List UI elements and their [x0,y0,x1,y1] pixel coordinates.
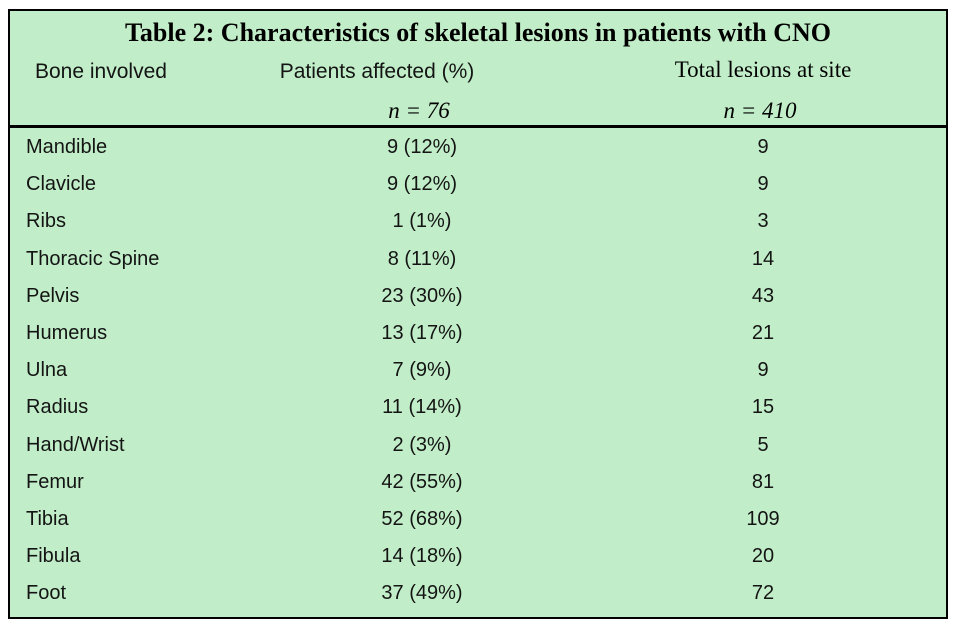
table-row: Hand/Wrist 2 (3%) 5 [10,427,946,464]
column-header-patients: Patients affected (%) [279,60,475,83]
table-row: Fibula 14 (18%) 20 [10,538,946,575]
cell-lesions: 15 [751,396,775,419]
cell-bone: Radius [26,396,89,419]
cell-lesions: 14 [751,247,775,270]
table-body: Mandible 9 (12%) 9 Clavicle 9 (12%) 9 Ri… [10,128,946,612]
cell-bone: Tibia [26,507,69,530]
cell-patients: 42 (55%) [381,470,463,493]
cell-bone: Fibula [26,545,81,568]
cell-patients: 9 (12%) [386,136,458,159]
table-row: Ribs 1 (1%) 3 [10,203,946,240]
table-row: Radius 11 (14%) 15 [10,389,946,426]
cell-lesions: 9 [757,136,769,159]
table-row: Tibia 52 (68%) 109 [10,501,946,538]
cell-patients: 23 (30%) [381,284,463,307]
cell-bone: Thoracic Spine [26,247,160,270]
column-header-lesions: Total lesions at site [674,57,852,82]
cell-lesions: 5 [757,433,769,456]
table-row: Mandible 9 (12%) 9 [10,129,946,166]
table-row: Clavicle 9 (12%) 9 [10,166,946,203]
cell-patients: 14 (18%) [381,545,463,568]
cell-bone: Foot [26,582,67,605]
cell-bone: Humerus [26,322,108,345]
table-row: Femur 42 (55%) 81 [10,464,946,501]
cell-bone: Femur [26,470,84,493]
cell-bone: Ulna [26,359,68,382]
table-title: Table 2: Characteristics of skeletal les… [124,18,832,47]
cell-patients: 52 (68%) [381,507,463,530]
cell-patients: 9 (12%) [386,173,458,196]
column-header-bone: Bone involved [35,60,167,83]
cell-lesions: 3 [757,210,769,233]
cell-lesions: 9 [757,173,769,196]
cell-lesions: 43 [751,284,775,307]
cell-bone: Ribs [26,210,67,233]
cell-patients: 7 (9%) [392,359,452,382]
cell-bone: Hand/Wrist [26,433,125,456]
cell-lesions: 109 [746,507,780,530]
cell-lesions: 9 [757,359,769,382]
cell-patients: 8 (11%) [387,247,457,270]
cell-bone: Clavicle [26,173,97,196]
table-row: Pelvis 23 (30%) 43 [10,278,946,315]
column-subheader-n-lesions: n = 410 [723,98,797,123]
cell-lesions: 72 [751,582,775,605]
lesions-table: Table 2: Characteristics of skeletal les… [8,9,948,619]
cell-patients: 37 (49%) [381,582,463,605]
cell-bone: Mandible [26,136,108,159]
cell-patients: 1 (1%) [392,210,452,233]
cell-bone: Pelvis [26,284,80,307]
table-row: Ulna 7 (9%) 9 [10,352,946,389]
cell-lesions: 81 [751,470,775,493]
cell-patients: 13 (17%) [381,322,463,345]
table-row: Foot 37 (49%) 72 [10,575,946,612]
table-row: Humerus 13 (17%) 21 [10,315,946,352]
table-row: Thoracic Spine 8 (11%) 14 [10,241,946,278]
cell-patients: 11 (14%) [382,396,462,419]
cell-patients: 2 (3%) [392,433,452,456]
cell-lesions: 20 [751,545,775,568]
column-subheader-n-patients: n = 76 [388,98,450,123]
table-header: Table 2: Characteristics of skeletal les… [10,11,946,128]
cell-lesions: 21 [751,322,775,345]
